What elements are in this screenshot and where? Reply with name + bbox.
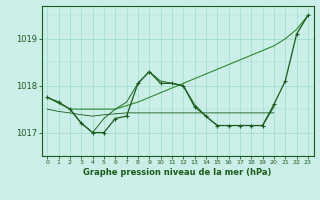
X-axis label: Graphe pression niveau de la mer (hPa): Graphe pression niveau de la mer (hPa)	[84, 168, 272, 177]
